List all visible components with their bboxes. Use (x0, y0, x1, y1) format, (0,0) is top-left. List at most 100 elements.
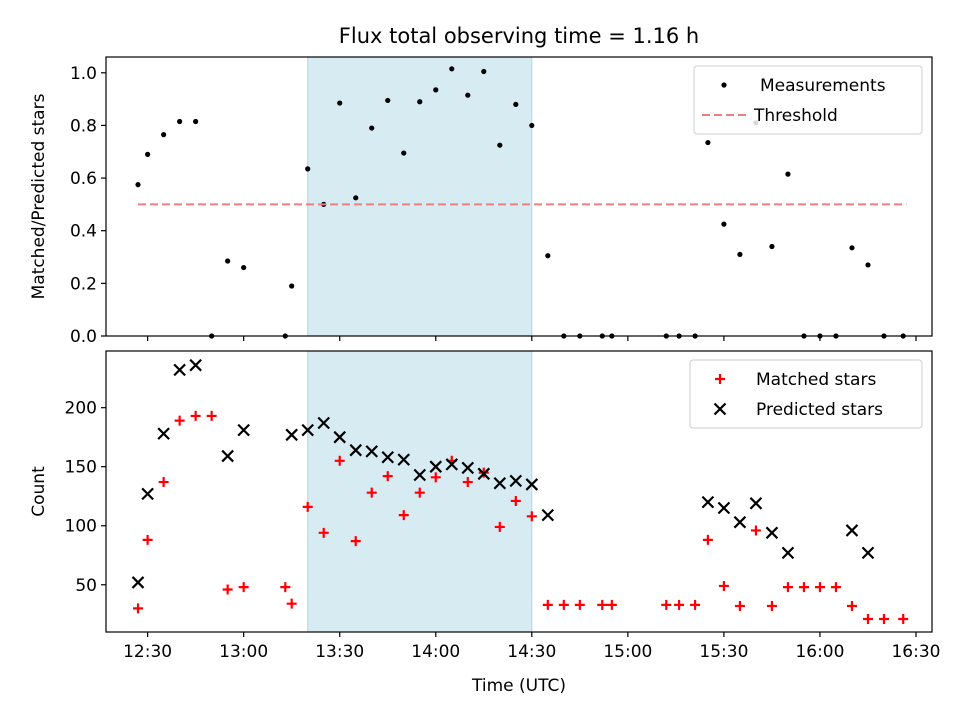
matched-star-point (575, 600, 585, 610)
x-tick-label: 15:00 (603, 642, 652, 662)
chart-title: Flux total observing time = 1.16 h (339, 24, 699, 48)
measurement-point (135, 182, 140, 187)
matched-star-point (703, 535, 713, 545)
matched-star-point (831, 582, 841, 592)
matched-star-point (815, 582, 825, 592)
predicted-star-point (734, 517, 745, 528)
matched-star-point (159, 477, 169, 487)
measurement-point (769, 244, 774, 249)
matched-star-point (191, 411, 201, 421)
matched-star-point (735, 601, 745, 611)
measurement-point (289, 283, 294, 288)
predicted-star-point (782, 547, 793, 558)
subplot-2: 12:30 13:00 13:30 14:00 14:30 15:00 15:30 16:00… (29, 351, 940, 696)
y-tick-label: 0.2 (70, 274, 97, 294)
legend-label: Measurements (760, 76, 886, 96)
measurement-point (865, 262, 870, 267)
predicted-star-point (766, 527, 777, 538)
measurement-point (721, 222, 726, 227)
x-tick-label: 12:30 (123, 642, 172, 662)
measurement-point (353, 195, 358, 200)
measurement-point (225, 258, 230, 263)
predicted-star-point (286, 429, 297, 440)
predicted-star-point (846, 525, 857, 536)
predicted-star-point (718, 503, 729, 514)
predicted-star-point (190, 360, 201, 371)
x-tick-label: 16:00 (795, 642, 844, 662)
figure: Flux total observing time = 1.16 h 0.0 0.… (0, 0, 960, 720)
measurement-point (785, 172, 790, 177)
matched-star-point (674, 600, 684, 610)
y-axis-label: Count (29, 466, 49, 517)
predicted-star-point (174, 364, 185, 375)
matched-star-point (223, 584, 233, 594)
measurement-point (705, 140, 710, 145)
y-tick-label: 0.6 (70, 169, 97, 189)
y-tick-label: 200 (65, 399, 97, 419)
measurement-point (369, 125, 374, 130)
y-tick-label: 100 (65, 517, 97, 537)
measurement-point (513, 102, 518, 107)
measurement-point (401, 150, 406, 155)
measurement-point (465, 93, 470, 98)
y-tick-label: 0.8 (70, 116, 97, 136)
predicted-star-point (133, 577, 144, 588)
measurement-point (545, 253, 550, 258)
matched-star-point (280, 582, 290, 592)
measurement-point (449, 66, 454, 71)
predicted-star-point (222, 451, 233, 462)
matched-star-point (767, 601, 777, 611)
matched-star-point (543, 600, 553, 610)
x-tick-label: 13:00 (219, 642, 268, 662)
predicted-star-point (862, 547, 873, 558)
y-axis-label: Matched/Predicted stars (29, 93, 49, 299)
x-tick-label: 16:30 (891, 642, 940, 662)
matched-star-point (207, 411, 217, 421)
measurement-point (433, 87, 438, 92)
measurement-point (497, 143, 502, 148)
predicted-star-point (142, 488, 153, 499)
predicted-star-point (158, 428, 169, 439)
measurement-point (241, 265, 246, 270)
matched-star-point (143, 535, 153, 545)
matched-star-point (175, 416, 185, 426)
matched-star-point (898, 614, 908, 624)
matched-star-point (607, 600, 617, 610)
legend: Measurements Threshold (694, 66, 922, 134)
legend-label: Threshold (753, 106, 838, 126)
matched-star-point (239, 582, 249, 592)
legend: Matched stars Predicted stars (690, 360, 922, 428)
observing-window-span (308, 57, 532, 336)
predicted-star-point (702, 497, 713, 508)
predicted-star-point (542, 510, 553, 521)
x-tick-label: 13:30 (315, 642, 364, 662)
y-tick-label: 0.0 (70, 327, 97, 347)
measurement-point (177, 119, 182, 124)
matched-star-point (287, 599, 297, 609)
matched-star-point (690, 600, 700, 610)
y-tick-label: 0.4 (70, 222, 97, 242)
x-tick-label: 14:00 (411, 642, 460, 662)
legend-marker-dot (721, 82, 726, 87)
measurement-point (481, 69, 486, 74)
predicted-star-point (750, 498, 761, 509)
measurement-point (161, 132, 166, 137)
measurement-point (529, 123, 534, 128)
legend-label: Predicted stars (756, 400, 883, 420)
y-tick-label: 50 (75, 576, 97, 596)
measurement-point (193, 119, 198, 124)
measurement-point (417, 99, 422, 104)
matched-star-point (799, 582, 809, 592)
matched-star-point (597, 600, 607, 610)
matched-star-point (751, 525, 761, 535)
matched-star-point (719, 581, 729, 591)
measurement-point (737, 252, 742, 257)
measurement-point (145, 152, 150, 157)
x-axis-label: Time (UTC) (471, 676, 566, 696)
y-tick-label: 1.0 (70, 64, 97, 84)
measurement-point (849, 245, 854, 250)
y-tick-label: 150 (65, 458, 97, 478)
x-tick-label: 14:30 (507, 642, 556, 662)
measurement-point (385, 98, 390, 103)
matched-star-point (559, 600, 569, 610)
